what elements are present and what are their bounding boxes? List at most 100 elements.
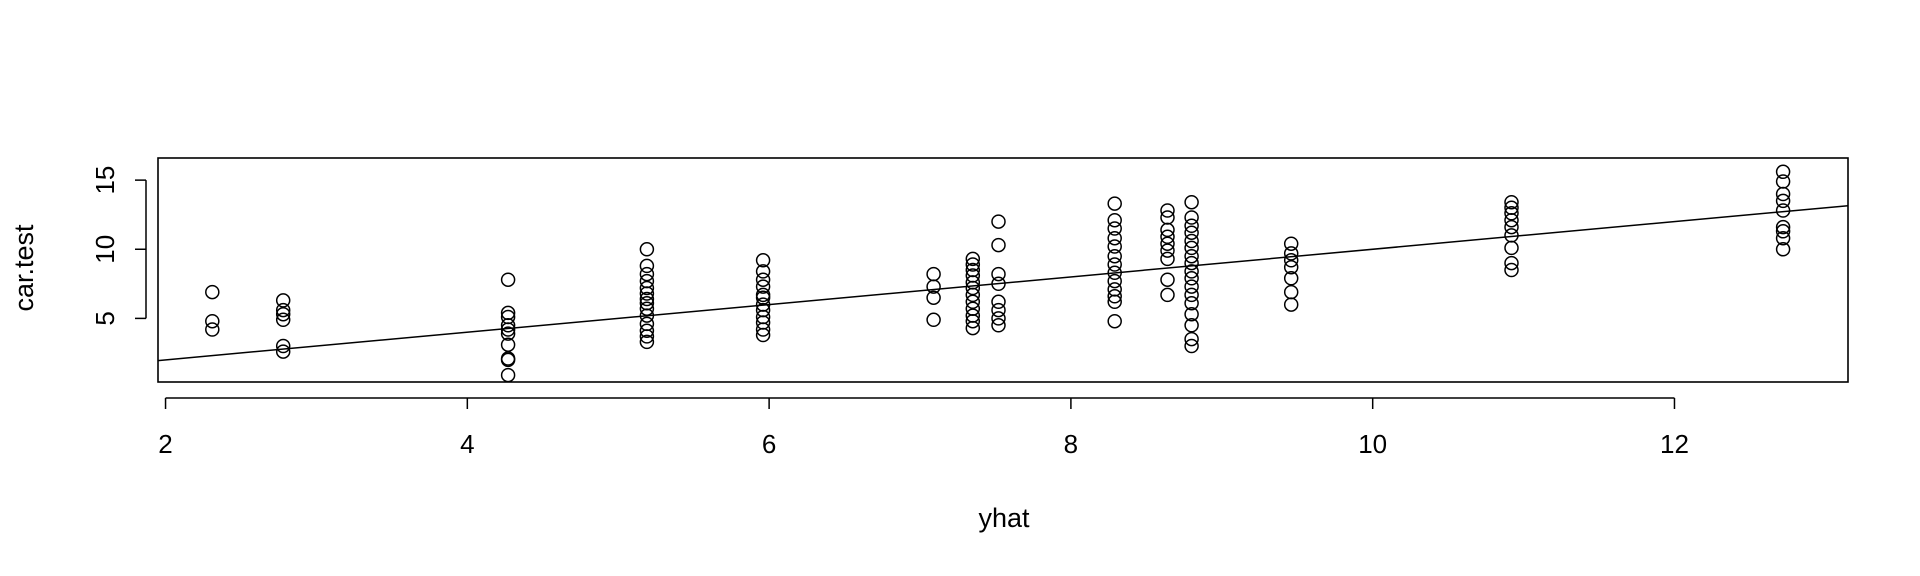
data-point — [755, 272, 771, 287]
y-tick-label: 5 — [90, 311, 120, 325]
data-point — [1184, 331, 1199, 347]
data-point — [755, 264, 771, 279]
data-point — [965, 262, 981, 278]
data-point — [991, 294, 1006, 310]
data-point — [1107, 196, 1122, 211]
data-point — [1184, 264, 1199, 279]
data-point — [275, 306, 291, 322]
data-point — [639, 242, 655, 257]
data-point — [500, 351, 516, 366]
data-point — [991, 318, 1006, 333]
data-point — [1184, 295, 1199, 311]
data-point — [1184, 306, 1199, 322]
y-tick-label: 15 — [90, 166, 120, 195]
x-axis-title: yhat — [978, 503, 1030, 533]
data-point — [1775, 164, 1791, 180]
data-point — [1504, 255, 1519, 271]
data-point — [1184, 248, 1199, 264]
data-point — [755, 253, 771, 268]
data-point — [1504, 262, 1519, 278]
data-point — [639, 316, 655, 332]
data-point — [1107, 289, 1122, 304]
data-point — [500, 309, 516, 325]
data-point — [639, 280, 655, 296]
data-point — [1775, 219, 1791, 235]
data-point — [965, 251, 981, 267]
y-tick-label: 10 — [90, 235, 120, 264]
data-point — [1184, 287, 1199, 303]
data-point — [991, 311, 1006, 326]
x-tick-label: 4 — [460, 429, 474, 459]
data-point — [1160, 203, 1175, 218]
data-point — [965, 294, 981, 310]
data-point — [991, 237, 1006, 253]
data-point — [500, 326, 516, 341]
data-point — [1107, 273, 1122, 289]
data-point — [1283, 284, 1299, 300]
data-point — [205, 284, 220, 300]
data-point — [1184, 318, 1199, 333]
x-tick-label: 12 — [1660, 429, 1689, 459]
data-point — [1160, 243, 1175, 258]
data-point — [1283, 259, 1299, 275]
data-point — [1160, 229, 1175, 245]
data-point — [991, 266, 1006, 282]
data-point — [1184, 194, 1199, 210]
data-point — [991, 214, 1006, 229]
data-point — [500, 272, 516, 287]
data-point — [500, 337, 516, 352]
reference-line — [157, 204, 1849, 362]
data-point — [275, 293, 291, 308]
data-point — [639, 295, 655, 311]
data-point — [1775, 230, 1791, 246]
data-point — [1504, 194, 1519, 210]
data-point — [1775, 242, 1791, 257]
data-point — [1107, 221, 1122, 236]
data-point — [639, 334, 655, 350]
x-tick-label: 2 — [158, 429, 172, 459]
data-point — [275, 312, 291, 328]
data-point — [1504, 206, 1519, 221]
data-point — [275, 344, 291, 359]
data-point — [1184, 218, 1199, 234]
data-point — [1775, 174, 1791, 189]
data-point — [275, 302, 291, 318]
data-point — [926, 266, 941, 282]
data-point — [755, 279, 771, 294]
x-tick-label: 10 — [1358, 429, 1387, 459]
data-point — [965, 268, 981, 283]
data-point — [1775, 224, 1791, 239]
data-point — [1184, 279, 1199, 294]
data-point — [1283, 271, 1299, 286]
data-point — [275, 338, 291, 354]
data-point — [755, 287, 771, 303]
data-point — [1107, 248, 1122, 264]
data-points — [205, 164, 1791, 383]
data-point — [1107, 212, 1122, 228]
data-point — [500, 305, 516, 321]
data-point — [1160, 287, 1175, 303]
data-point — [1107, 313, 1122, 329]
y-axis-title: car.test — [9, 224, 39, 312]
data-point — [1504, 200, 1519, 216]
data-point — [1184, 225, 1199, 240]
data-point — [965, 301, 981, 316]
data-point — [1184, 271, 1199, 286]
x-axis: 2 4 6 8 10 12 — [158, 397, 1689, 459]
data-point — [1160, 251, 1175, 267]
data-point — [1107, 257, 1122, 272]
data-point — [205, 313, 220, 329]
data-point — [205, 322, 220, 337]
data-point — [1184, 338, 1199, 354]
data-point — [1184, 233, 1199, 249]
data-point — [1283, 246, 1299, 261]
data-point — [639, 323, 655, 339]
data-point — [965, 257, 981, 272]
data-point — [1107, 282, 1122, 297]
data-point — [639, 273, 655, 289]
data-point — [1107, 230, 1122, 246]
data-point — [1504, 219, 1519, 235]
data-point — [639, 258, 655, 274]
data-point — [639, 291, 655, 307]
